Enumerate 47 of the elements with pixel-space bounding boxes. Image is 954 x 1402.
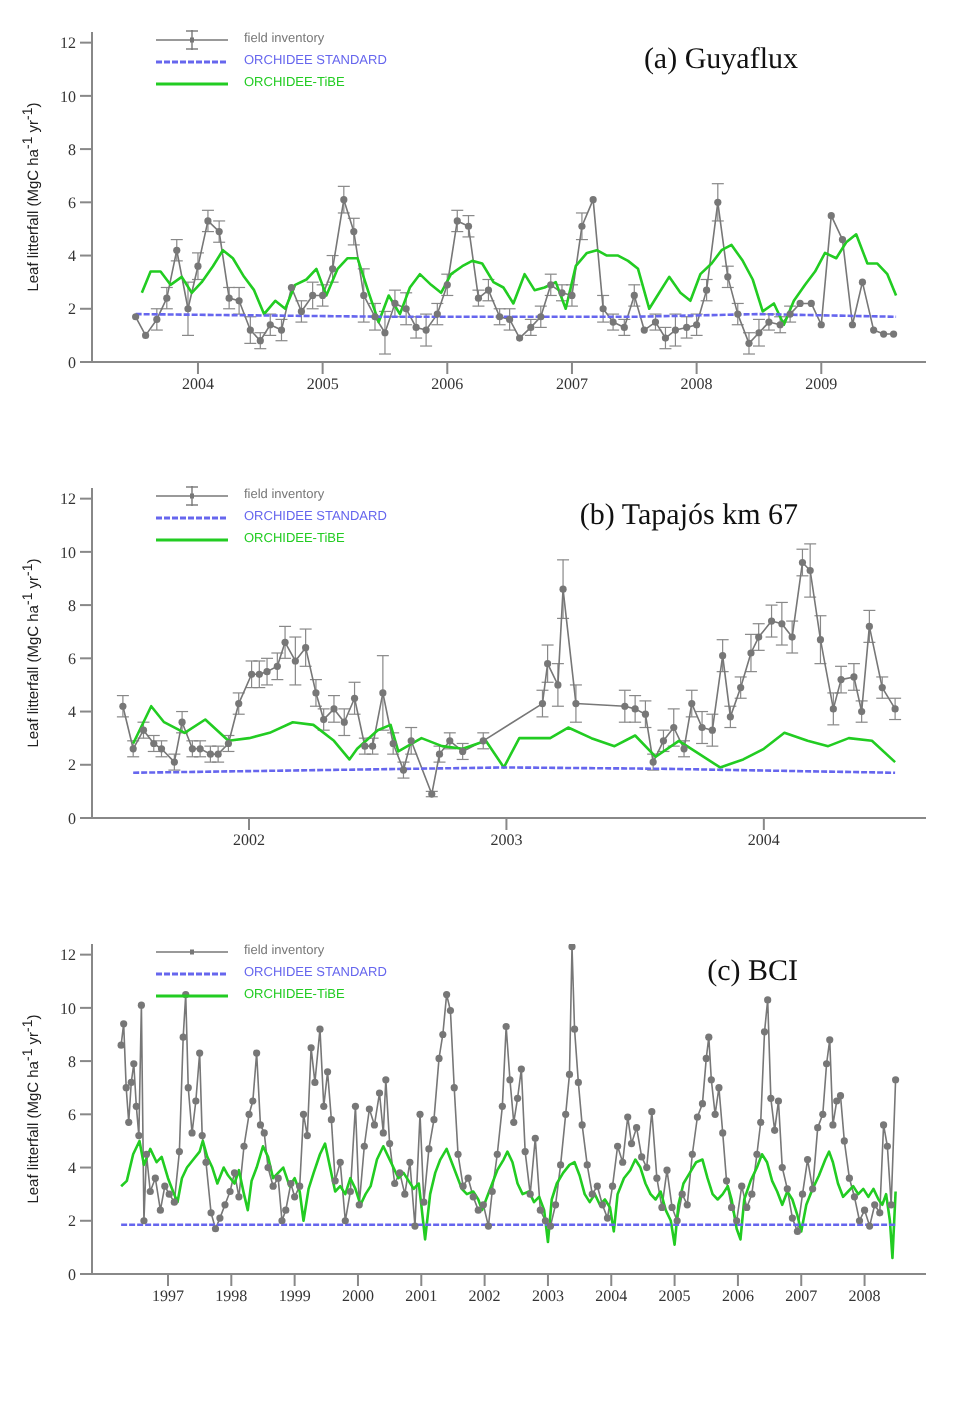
x-tick-label: 2003 <box>490 831 523 850</box>
y-tick-label: 10 <box>60 999 76 1018</box>
x-tick-label: 1998 <box>215 1287 248 1306</box>
y-tick-label: 12 <box>60 34 76 53</box>
x-tick-label: 1997 <box>151 1287 184 1306</box>
line-series <box>131 704 897 769</box>
y-tick-label: 0 <box>68 353 76 372</box>
y-tick-label: 6 <box>68 650 76 668</box>
x-tick-label: 2004 <box>747 831 780 850</box>
y-tick-label: 10 <box>60 543 76 562</box>
y-tick-label: 2 <box>68 1212 76 1231</box>
chart-title: (b) Tapajós km 67 <box>579 500 798 534</box>
x-tick-label: 2008 <box>680 375 713 394</box>
line-series <box>140 232 898 327</box>
y-tick-label: 8 <box>68 140 76 159</box>
chart-title: (a) Guyaflux <box>643 44 798 78</box>
x-tick-label: 2001 <box>405 1287 438 1306</box>
x-tick-label: 2003 <box>531 1287 564 1306</box>
x-tick-label: 2009 <box>805 375 838 394</box>
x-tick-label: 2006 <box>431 375 464 394</box>
y-tick-label: 12 <box>60 946 76 965</box>
x-tick-label: 2004 <box>595 1287 628 1306</box>
x-tick-label: 2000 <box>341 1287 374 1306</box>
x-tick-label: 2007 <box>555 375 588 394</box>
x-tick-label: 2002 <box>233 831 266 850</box>
x-tick-label: 2005 <box>658 1287 691 1306</box>
y-tick-label: 10 <box>60 87 76 106</box>
x-tick-label: 2008 <box>848 1287 881 1306</box>
y-tick-label: 2 <box>68 756 76 775</box>
x-tick-label: 2007 <box>785 1287 818 1306</box>
y-tick-label: 8 <box>68 1052 76 1071</box>
y-tick-label: 6 <box>68 1106 76 1124</box>
x-tick-label: 2005 <box>306 375 339 394</box>
x-tick-label: 2002 <box>468 1287 501 1306</box>
y-tick-label: 6 <box>68 194 76 212</box>
x-tick-label: 1999 <box>278 1287 311 1306</box>
y-tick-label: 4 <box>68 1159 76 1178</box>
y-tick-label: 12 <box>60 490 76 509</box>
chart-title: (c) BCI <box>707 956 798 990</box>
y-tick-label: 0 <box>68 809 76 828</box>
y-tick-label: 4 <box>68 247 76 266</box>
y-tick-label: 8 <box>68 596 76 615</box>
y-tick-label: 2 <box>68 300 76 319</box>
y-tick-label: 4 <box>68 703 76 722</box>
y-tick-label: 0 <box>68 1265 76 1284</box>
x-tick-label: 2006 <box>721 1287 754 1306</box>
x-tick-label: 2004 <box>181 375 214 394</box>
